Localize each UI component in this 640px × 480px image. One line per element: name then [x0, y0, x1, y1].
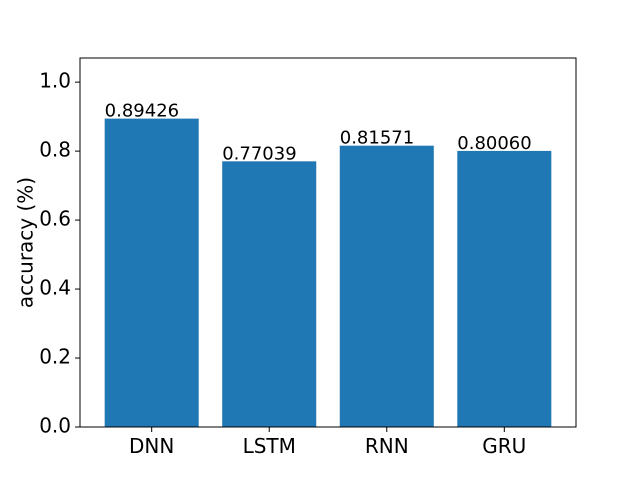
bars-group: [104, 118, 552, 428]
y-tick-label: 0.8: [39, 138, 71, 162]
y-tick-label: 0.2: [39, 345, 71, 369]
x-tick-label: GRU: [482, 434, 526, 458]
x-tick-label: DNN: [129, 434, 174, 458]
bar-rnn: [339, 145, 434, 427]
y-axis-ticks: 0.0 0.2 0.4 0.6 0.8 1.0: [39, 69, 80, 438]
data-label-dnn: 0.89426: [105, 101, 179, 122]
y-tick-label: 0.0: [39, 414, 71, 438]
bar-lstm: [222, 161, 317, 427]
y-tick-label: 0.4: [39, 276, 71, 300]
data-label-rnn: 0.81571: [340, 128, 414, 149]
y-tick-label: 1.0: [39, 69, 71, 93]
data-label-lstm: 0.77039: [222, 143, 296, 164]
x-tick-label: LSTM: [243, 434, 296, 458]
bar-gru: [457, 150, 552, 427]
data-label-gru: 0.80060: [457, 133, 531, 154]
plot-frame: [79, 57, 577, 428]
bar-dnn: [104, 118, 199, 428]
x-tick-label: RNN: [365, 434, 409, 458]
y-tick-label: 0.6: [39, 207, 71, 231]
data-labels-group: 0.89426 0.77039 0.81571 0.80060: [105, 101, 532, 165]
y-axis-label: accuracy (%): [14, 177, 38, 308]
x-axis-ticks: DNN LSTM RNN GRU: [129, 427, 526, 458]
